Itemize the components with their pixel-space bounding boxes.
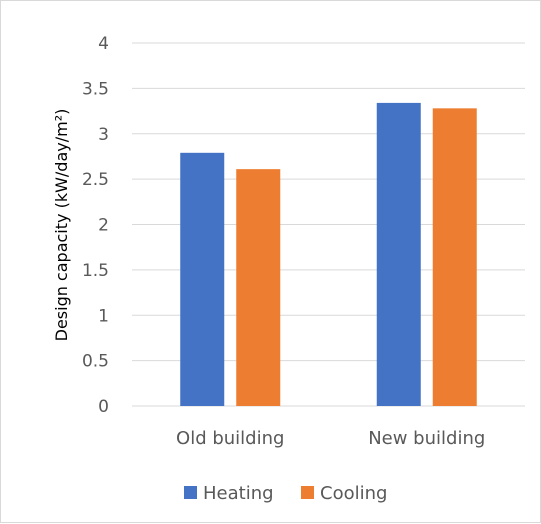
y-tick-label: 4	[98, 34, 109, 54]
legend: Heating Cooling	[184, 483, 387, 504]
y-tick-label: 0	[98, 397, 109, 417]
x-category-label: Old building	[176, 428, 284, 449]
bar-heating-old-building	[180, 152, 225, 406]
y-tick-label: 2.5	[82, 170, 109, 190]
bar-cooling-new-building	[432, 108, 477, 406]
x-category-label: New building	[368, 428, 485, 449]
y-tick-label: 3	[98, 125, 109, 145]
legend-swatch-cooling	[301, 486, 314, 499]
x-axis-category-labels: Old building New building	[176, 428, 485, 449]
y-axis-tick-labels: 0 0.5 1 1.5 2 2.5 3 3.5 4	[82, 34, 109, 417]
bar-cooling-old-building	[236, 169, 281, 406]
y-axis-title: Design capacity (kW/day/m²)	[52, 109, 71, 342]
y-tick-label: 2	[98, 216, 109, 236]
y-tick-label: 0.5	[82, 352, 109, 372]
y-tick-label: 1.5	[82, 261, 109, 281]
y-tick-label: 3.5	[82, 79, 109, 99]
legend-swatch-heating	[184, 486, 197, 499]
bars	[180, 102, 477, 407]
y-tick-label: 1	[98, 306, 109, 326]
bar-heating-new-building	[376, 102, 421, 407]
legend-label-cooling: Cooling	[320, 483, 387, 504]
legend-label-heating: Heating	[203, 483, 274, 504]
